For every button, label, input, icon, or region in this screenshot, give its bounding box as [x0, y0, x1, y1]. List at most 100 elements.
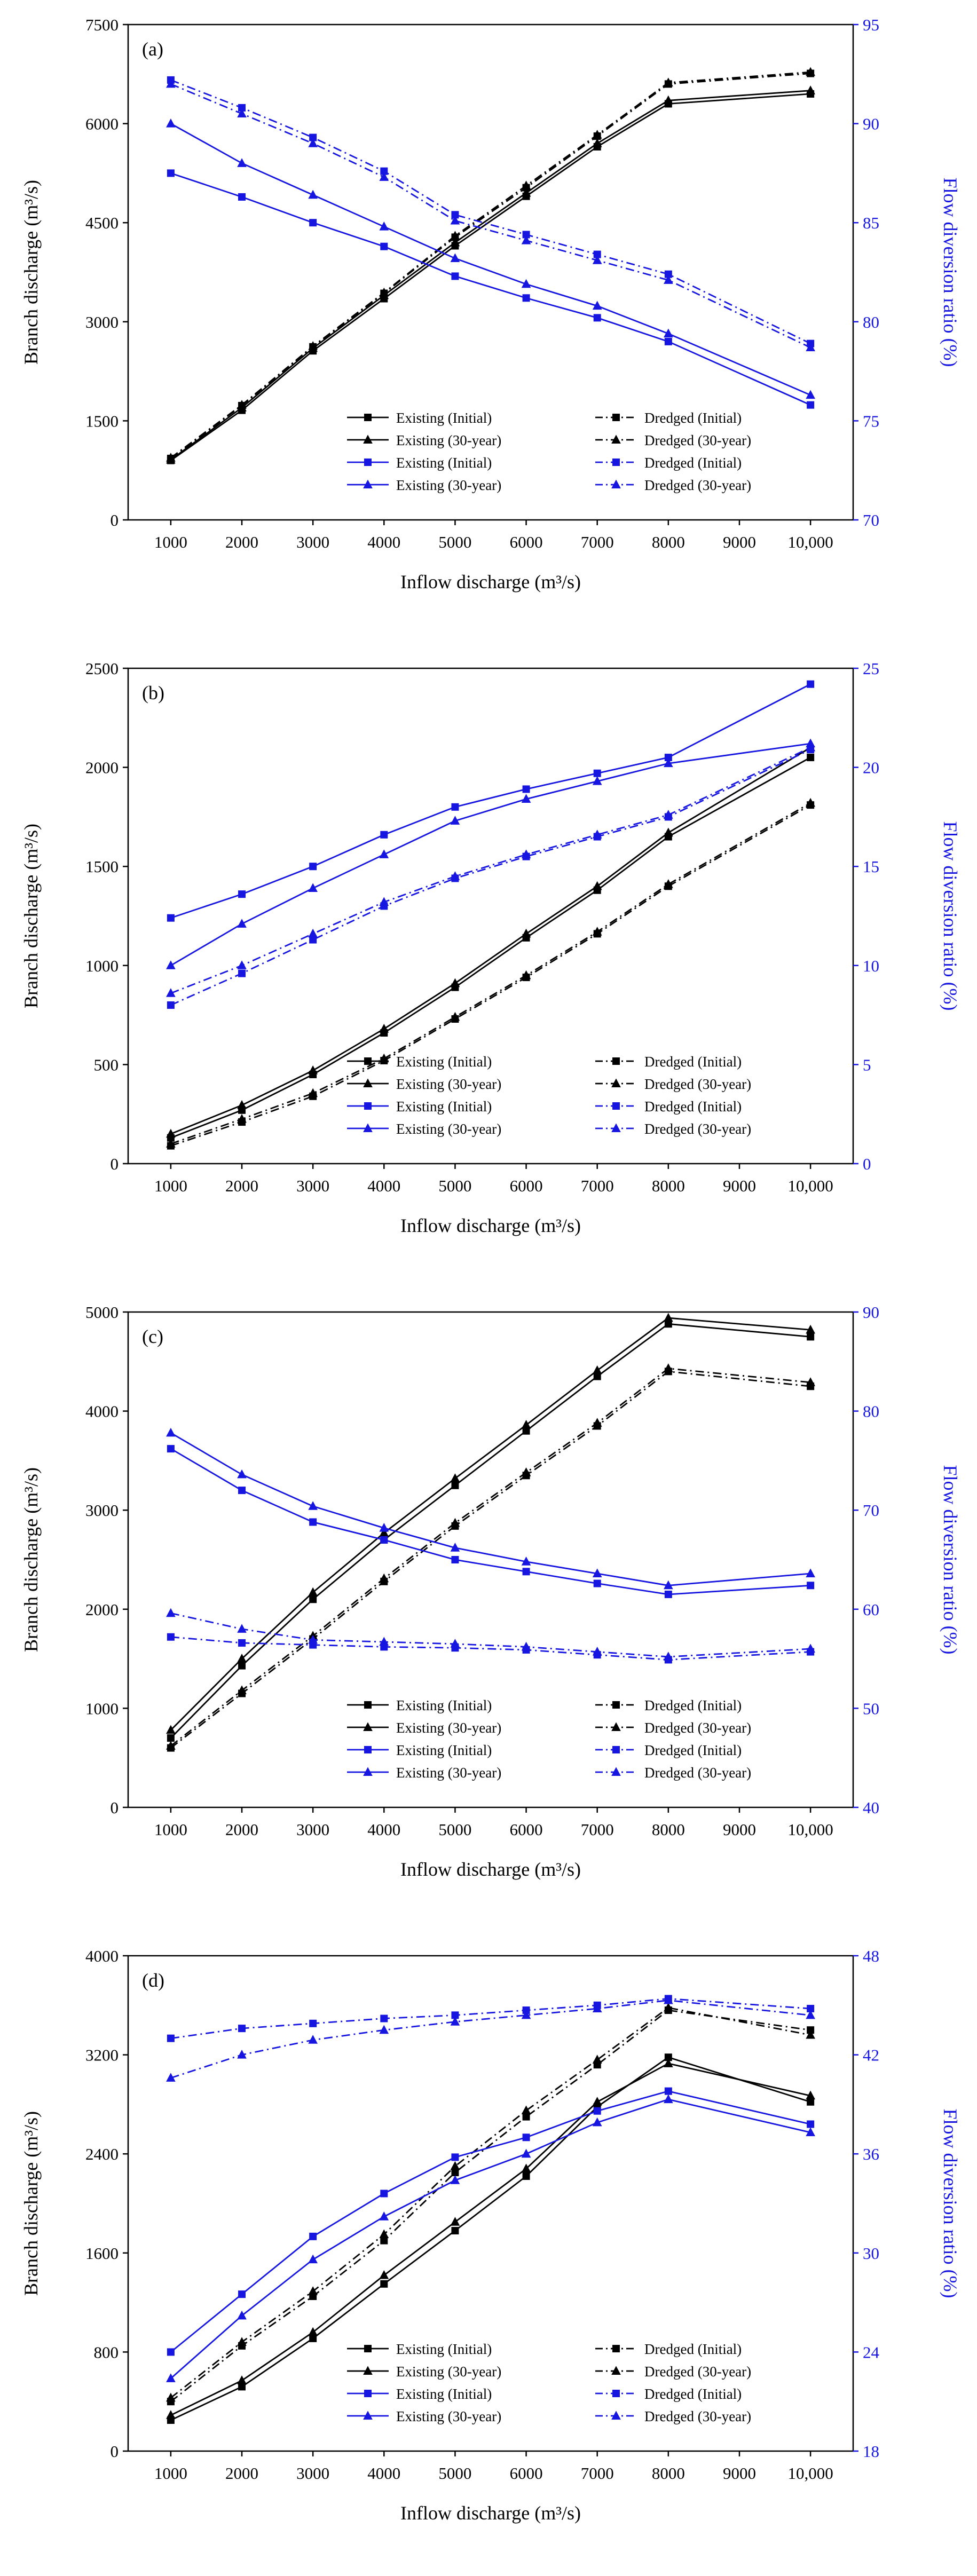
series-dredged-30-year-left-marker — [166, 2392, 176, 2402]
x-tick-label: 9000 — [723, 2464, 756, 2483]
left-tick-label: 2500 — [85, 659, 119, 678]
series-existing-30-year-right-line — [170, 123, 811, 396]
series-dredged-30-year-right-line — [170, 83, 811, 349]
series-existing-30-year-left-marker — [379, 2270, 389, 2279]
series-existing-30-year-left-marker — [308, 1587, 318, 1597]
x-tick-label: 4000 — [367, 1176, 400, 1195]
series-existing-initial-right-marker — [309, 1518, 317, 1526]
legend-marker — [612, 1102, 620, 1110]
series-existing-30-year-left-marker — [237, 2375, 247, 2384]
x-tick-label: 10,000 — [787, 2464, 833, 2483]
series-existing-initial-right-marker — [451, 803, 459, 811]
series-existing-30-year-left-marker — [308, 2327, 318, 2336]
series-dredged-30-year-right-marker — [806, 342, 815, 352]
legend-marker — [364, 1701, 372, 1709]
legend-marker — [363, 479, 373, 488]
axes: 1000 2000 3000 4000 5000 6000 7000 8000 9000 10,0… — [20, 1947, 961, 2524]
series-existing-initial-left-marker — [522, 2172, 530, 2180]
legend-label: Existing (30-year) — [396, 1720, 501, 1736]
right-tick-label: 18 — [863, 2442, 879, 2461]
chart-a: 1000 2000 3000 4000 5000 6000 7000 8000 9000 10,0… — [20, 15, 961, 592]
legend-marker — [364, 1102, 372, 1110]
series-existing-initial-left-marker — [807, 1333, 815, 1341]
series-dredged-initial-right-marker — [167, 1001, 175, 1009]
series-existing-30-year-right-marker — [166, 118, 176, 128]
legend-marker — [364, 1057, 372, 1065]
legend-marker — [363, 1123, 373, 1132]
series-dredged-30-year-right-marker — [379, 1637, 389, 1646]
left-tick-label: 4500 — [85, 214, 119, 232]
series-dredged-initial-right-marker — [167, 2034, 175, 2042]
series-existing-30-year-left-marker — [450, 2217, 460, 2226]
left-tick-label: 1500 — [85, 857, 119, 876]
right-tick-label: 80 — [863, 1402, 879, 1421]
series-existing-initial-right-marker — [238, 2290, 246, 2298]
series-existing-30-year-left-line — [170, 1317, 811, 1731]
right-tick-label: 75 — [863, 412, 879, 430]
series-dredged-30-year-left-marker — [308, 341, 318, 350]
left-tick-label: 0 — [111, 2442, 119, 2461]
left-tick-label: 800 — [94, 2343, 119, 2361]
series-existing-initial-right-marker — [451, 272, 459, 280]
legend-label: Existing (Initial) — [396, 1054, 492, 1070]
series-existing-30-year-left-marker — [521, 2163, 531, 2173]
series-existing-initial-right-marker — [664, 1590, 672, 1598]
legend-label: Existing (30-year) — [396, 477, 501, 493]
series-existing-30-year-left-marker — [592, 881, 602, 890]
plot-frame — [127, 1311, 854, 1808]
series-existing-30-year-right-marker — [664, 328, 673, 338]
x-tick-label: 7000 — [581, 1820, 614, 1839]
legend-label: Dredged (Initial) — [644, 1697, 742, 1713]
right-axis-label: Flow diversion ratio (%) — [940, 821, 961, 1011]
series-existing-30-year-right-marker — [308, 2254, 318, 2264]
left-tick-label: 6000 — [85, 115, 119, 133]
series-existing-initial-right-marker — [593, 1579, 601, 1587]
x-tick-label: 5000 — [438, 533, 471, 551]
series-existing-initial-right-marker — [380, 2190, 388, 2198]
series-existing-30-year-right-marker — [166, 960, 176, 969]
legend-marker — [363, 1078, 373, 1087]
series-dredged-30-year-right-marker — [450, 1639, 460, 1648]
series-dredged-initial-left-marker — [522, 2113, 530, 2121]
series-dredged-30-year-right-marker — [379, 2025, 389, 2034]
series-dredged-30-year-left-marker — [521, 970, 531, 979]
legend-label: Dredged (Initial) — [644, 1099, 742, 1115]
series-dredged-30-year-left-marker — [237, 2337, 247, 2346]
legend-label: Dredged (Initial) — [644, 410, 742, 426]
left-tick-label: 1000 — [85, 1699, 119, 1718]
panel-label: (c) — [142, 1326, 163, 1347]
series-dredged-30-year-left-marker — [592, 2055, 602, 2064]
legend-marker — [611, 1767, 621, 1776]
series-existing-30-year-right-marker — [592, 2117, 602, 2127]
series-dredged-30-year-right-marker — [521, 849, 531, 858]
series-existing-initial-right-marker — [807, 1582, 815, 1590]
series-existing-30-year-left-line — [170, 90, 811, 461]
legend-marker — [363, 1767, 373, 1776]
series-dredged-30-year-left-marker — [166, 1139, 176, 1148]
series-dredged-30-year-left-marker — [379, 287, 389, 297]
right-tick-label: 90 — [863, 1303, 879, 1322]
x-tick-label: 6000 — [510, 1176, 543, 1195]
left-tick-label: 4000 — [85, 1402, 119, 1421]
series-dredged-30-year-right-marker — [664, 1652, 673, 1661]
panel-label: (a) — [142, 38, 163, 60]
x-tick-label: 9000 — [723, 1820, 756, 1839]
legend-marker — [364, 1746, 372, 1753]
series-dredged-30-year-right-marker — [308, 2035, 318, 2044]
series-existing-initial-left-marker — [807, 2098, 815, 2106]
legend-marker — [363, 1722, 373, 1731]
legend-marker — [612, 414, 620, 421]
series-existing-initial-right-line — [170, 2090, 811, 2353]
series-dredged-30-year-left-marker — [521, 1467, 531, 1476]
series-existing-30-year-right-marker — [806, 1568, 815, 1577]
series-existing-initial-right-marker — [593, 769, 601, 777]
series-existing-initial-right-marker — [451, 1556, 459, 1563]
legend-marker — [612, 1057, 620, 1065]
series-dredged-30-year-right-line — [170, 747, 811, 994]
series-existing-initial-left-marker — [807, 754, 815, 762]
series-dredged-30-year-right-marker — [166, 1608, 176, 1617]
series-dredged-30-year-left-marker — [450, 1012, 460, 1021]
series-existing-30-year-right-marker — [308, 883, 318, 892]
legend-marker — [611, 2411, 621, 2420]
series-existing-30-year-left-marker — [521, 1420, 531, 1429]
